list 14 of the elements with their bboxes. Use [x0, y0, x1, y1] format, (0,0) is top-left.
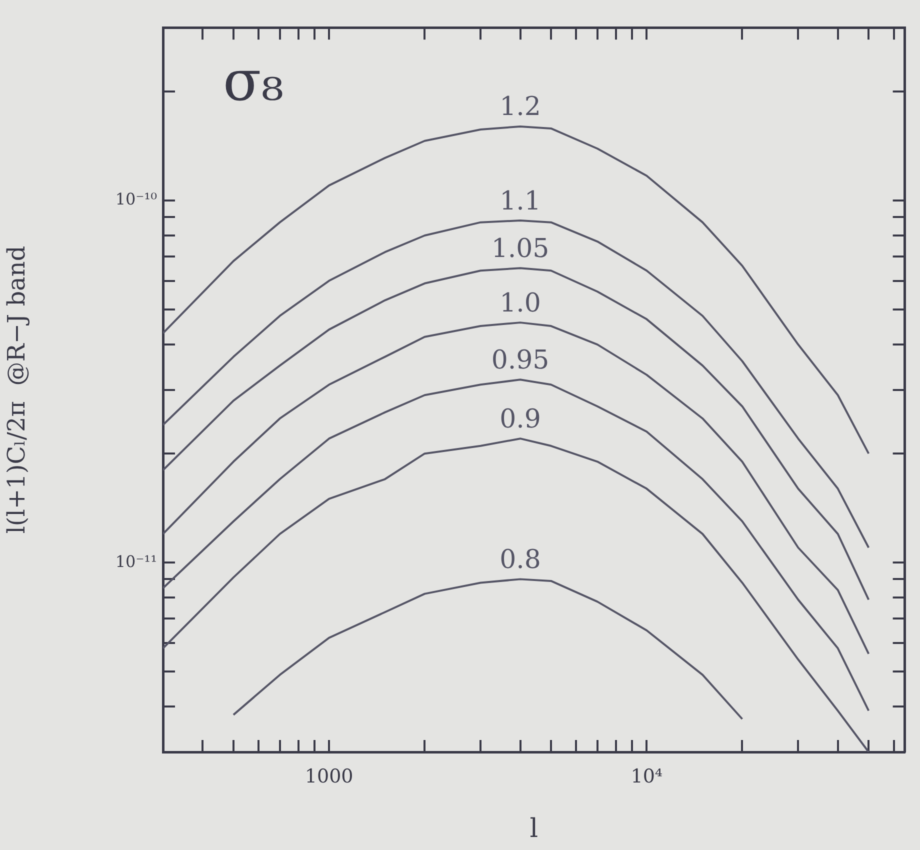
series-label: 0.8 — [500, 544, 541, 575]
series-label: 0.9 — [500, 404, 541, 434]
series-label: 1.0 — [500, 288, 541, 318]
x-tick-label: 10⁴ — [630, 765, 663, 788]
series-label: 1.2 — [500, 92, 541, 122]
x-tick-label: 1000 — [304, 765, 354, 788]
x-axis-title: l — [530, 814, 538, 844]
series-label: 1.1 — [500, 186, 541, 216]
y-axis-title: l(l+1)Cₗ/2π @R−J band — [2, 246, 31, 534]
series-label: 0.95 — [491, 345, 550, 376]
legend-title: σ₈ — [223, 49, 284, 114]
y-tick-label: 10⁻¹⁰ — [115, 190, 157, 209]
y-tick-label: 10⁻¹¹ — [115, 552, 157, 571]
series-label: 1.05 — [491, 234, 550, 264]
